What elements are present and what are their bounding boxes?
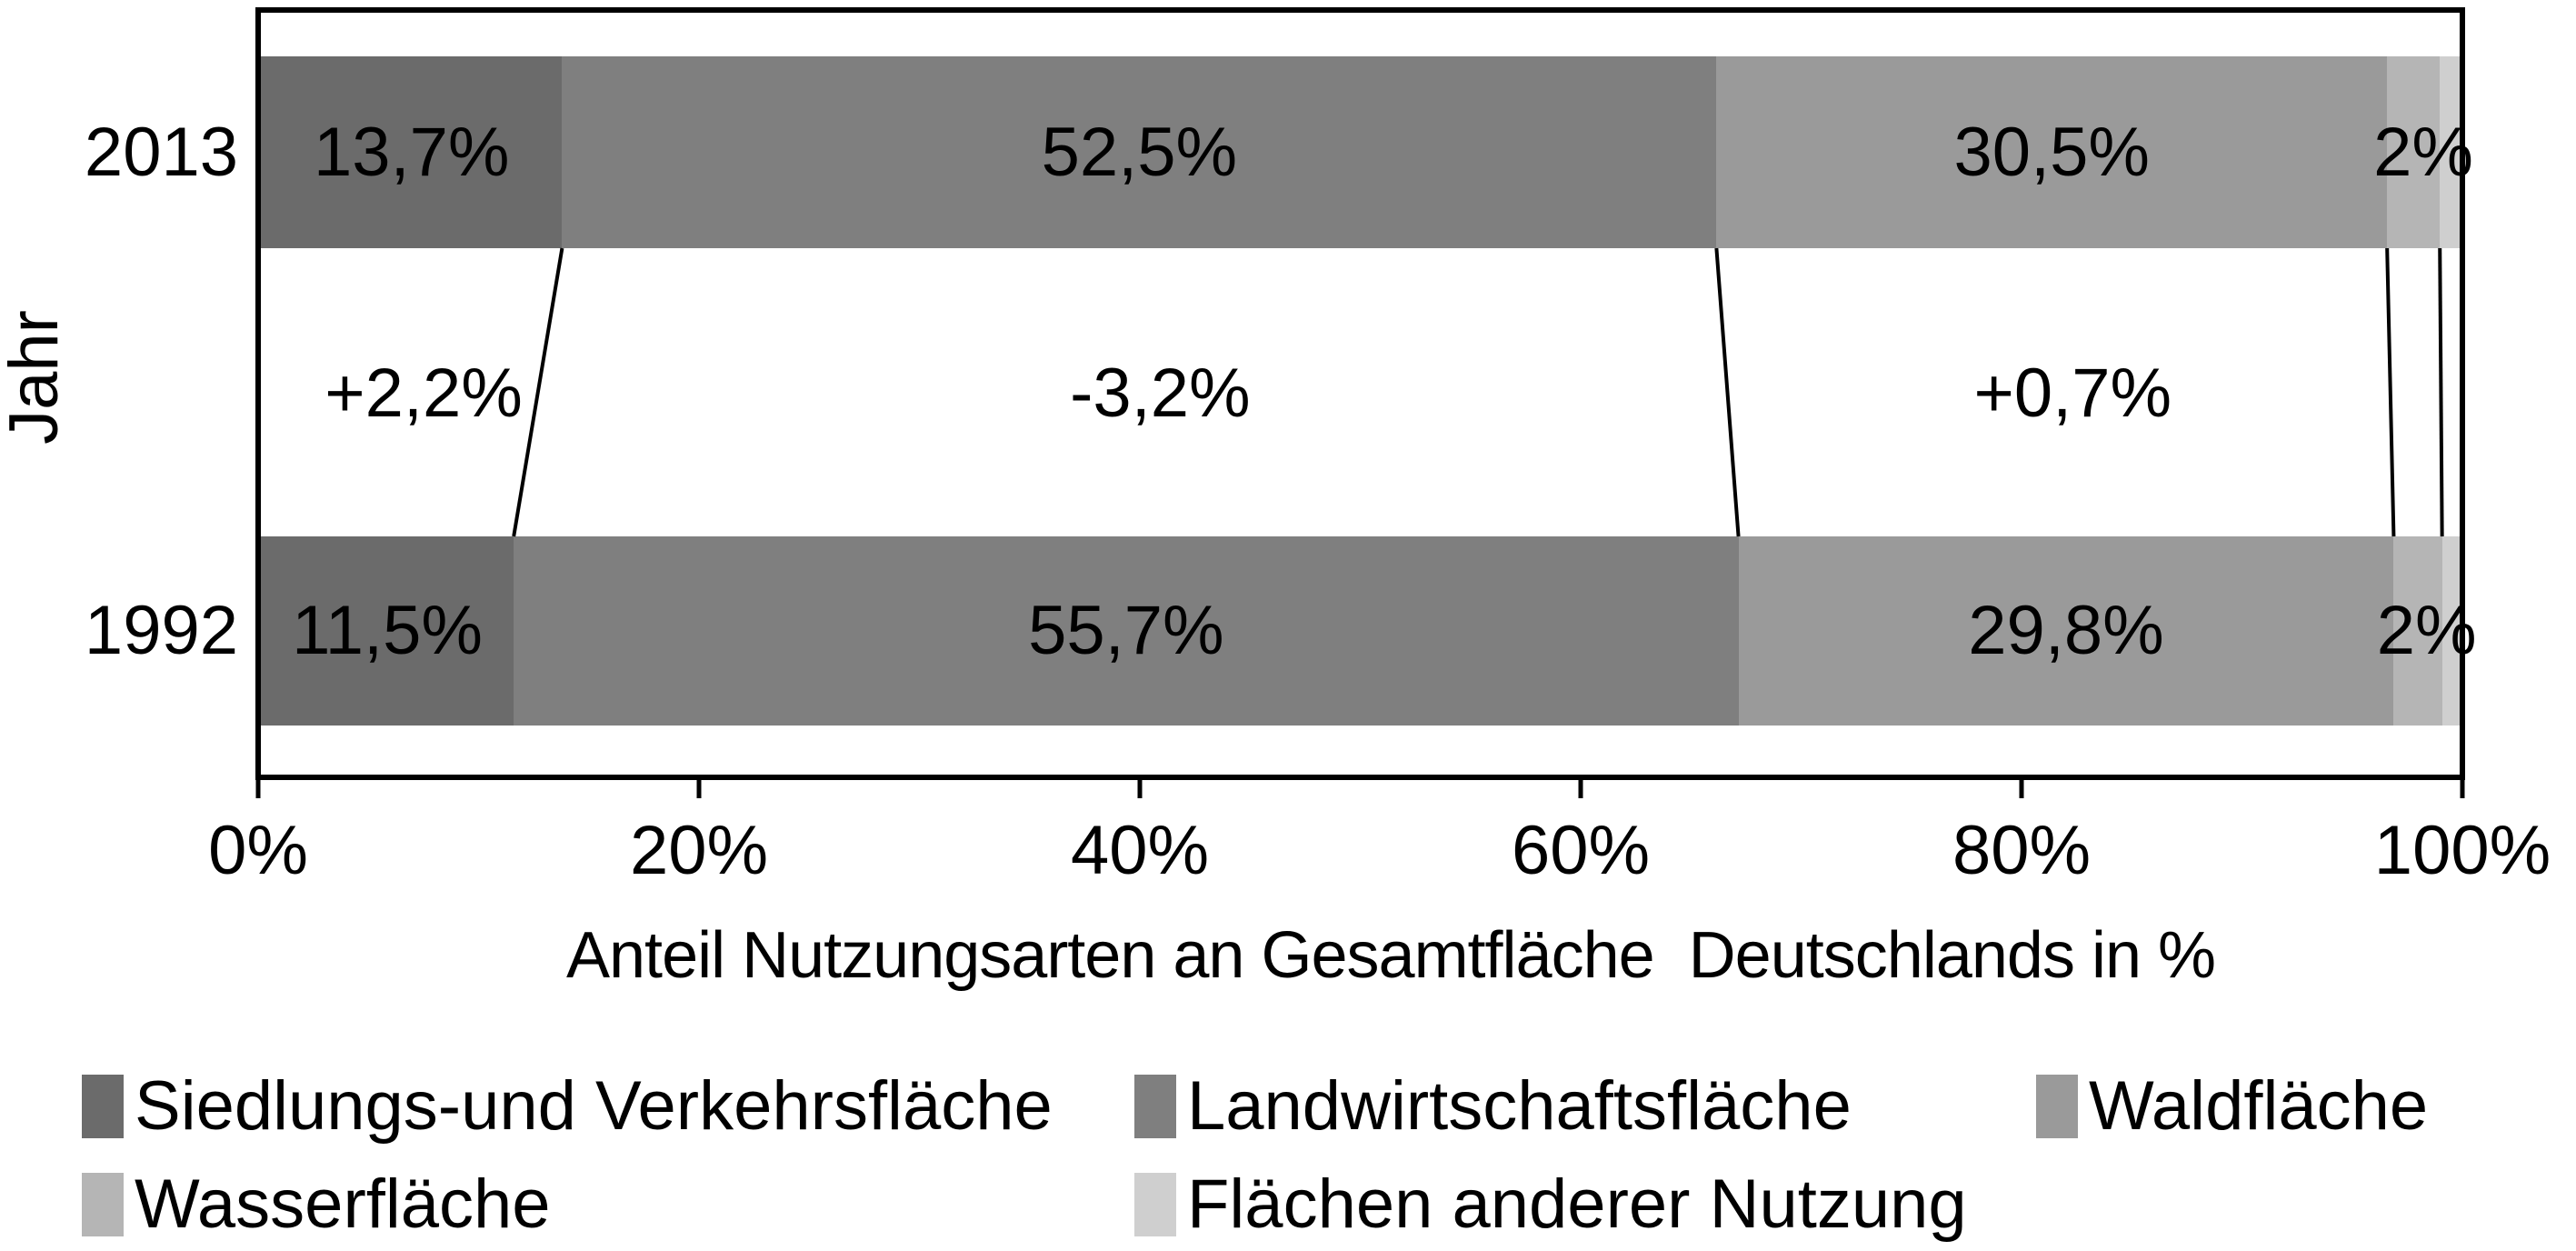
legend-label: Landwirtschaftsfläche bbox=[1187, 1067, 1852, 1145]
legend-swatch bbox=[1134, 1075, 1176, 1138]
bar-value-label: 55,7% bbox=[1028, 592, 1224, 669]
bar-value-label: 30,5% bbox=[1953, 113, 2151, 191]
x-tick bbox=[2460, 780, 2465, 798]
x-tick-label: 100% bbox=[2373, 812, 2551, 889]
x-tick bbox=[2019, 780, 2024, 798]
legend-label: Waldfläche bbox=[2089, 1067, 2429, 1145]
legend-swatch bbox=[1134, 1173, 1176, 1236]
connector-line bbox=[2385, 247, 2396, 537]
year-label-2013: 2013 bbox=[84, 113, 238, 191]
x-axis-title: Anteil Nutzungsarten an Gesamtfläche Deu… bbox=[565, 919, 2216, 992]
bar-segment-1992-5 bbox=[2441, 536, 2460, 726]
x-tick-label: 40% bbox=[1070, 812, 1210, 889]
bar-segment-2013-3 bbox=[1716, 56, 2388, 248]
legend-item-waldfläche: Waldfläche bbox=[2036, 1067, 2428, 1146]
x-tick bbox=[1137, 780, 1143, 798]
bar-value-label: 2% bbox=[2373, 113, 2473, 191]
connector-line bbox=[2438, 247, 2444, 537]
legend-item-wasserfläche: Wasserfläche bbox=[82, 1166, 551, 1244]
bar-value-label: 13,7% bbox=[313, 113, 510, 191]
year-label-1992: 1992 bbox=[84, 592, 238, 669]
bar-value-label: 11,5% bbox=[292, 592, 484, 669]
x-tick-label: 0% bbox=[208, 812, 308, 889]
legend-swatch bbox=[82, 1173, 124, 1236]
x-tick-label: 20% bbox=[629, 812, 769, 889]
legend-item-siedlungs-und-verkehrsfläche: Siedlungs-und Verkehrsfläche bbox=[82, 1067, 1053, 1146]
bar-segment-1992-4 bbox=[2393, 536, 2442, 726]
x-tick bbox=[1578, 780, 1583, 798]
legend-swatch bbox=[2036, 1075, 2078, 1138]
legend-label: Wasserfläche bbox=[135, 1166, 551, 1243]
bar-value-label: 52,5% bbox=[1041, 113, 1238, 191]
legend-swatch bbox=[82, 1075, 124, 1138]
x-tick bbox=[696, 780, 702, 798]
x-tick-label: 60% bbox=[1511, 812, 1651, 889]
connector-line bbox=[512, 247, 564, 537]
bar-value-label: 29,8% bbox=[1968, 592, 2164, 669]
legend-item-landwirtschaftsfläche: Landwirtschaftsfläche bbox=[1134, 1067, 1852, 1146]
bar-segment-2013-2 bbox=[562, 56, 1717, 248]
x-tick-label: 80% bbox=[1952, 812, 2092, 889]
legend-label: Flächen anderer Nutzung bbox=[1187, 1166, 1967, 1243]
bar-value-label: 2% bbox=[2376, 592, 2477, 669]
change-label: -3,2% bbox=[1070, 355, 1251, 432]
bar-segment-2013-1 bbox=[261, 56, 563, 248]
connector-line bbox=[1714, 247, 1741, 537]
bar-segment-2013-4 bbox=[2387, 56, 2441, 248]
bar-segment-1992-3 bbox=[1738, 536, 2394, 726]
change-label: +0,7% bbox=[1973, 355, 2172, 432]
change-label: +2,2% bbox=[324, 355, 523, 432]
bar-segment-2013-5 bbox=[2440, 56, 2460, 248]
legend-label: Siedlungs-und Verkehrsfläche bbox=[135, 1067, 1053, 1145]
x-tick bbox=[255, 780, 261, 798]
legend-item-flächen-anderer-nutzung: Flächen anderer Nutzung bbox=[1134, 1166, 1967, 1244]
bar-segment-1992-1 bbox=[261, 536, 514, 726]
bar-segment-1992-2 bbox=[514, 536, 1739, 726]
